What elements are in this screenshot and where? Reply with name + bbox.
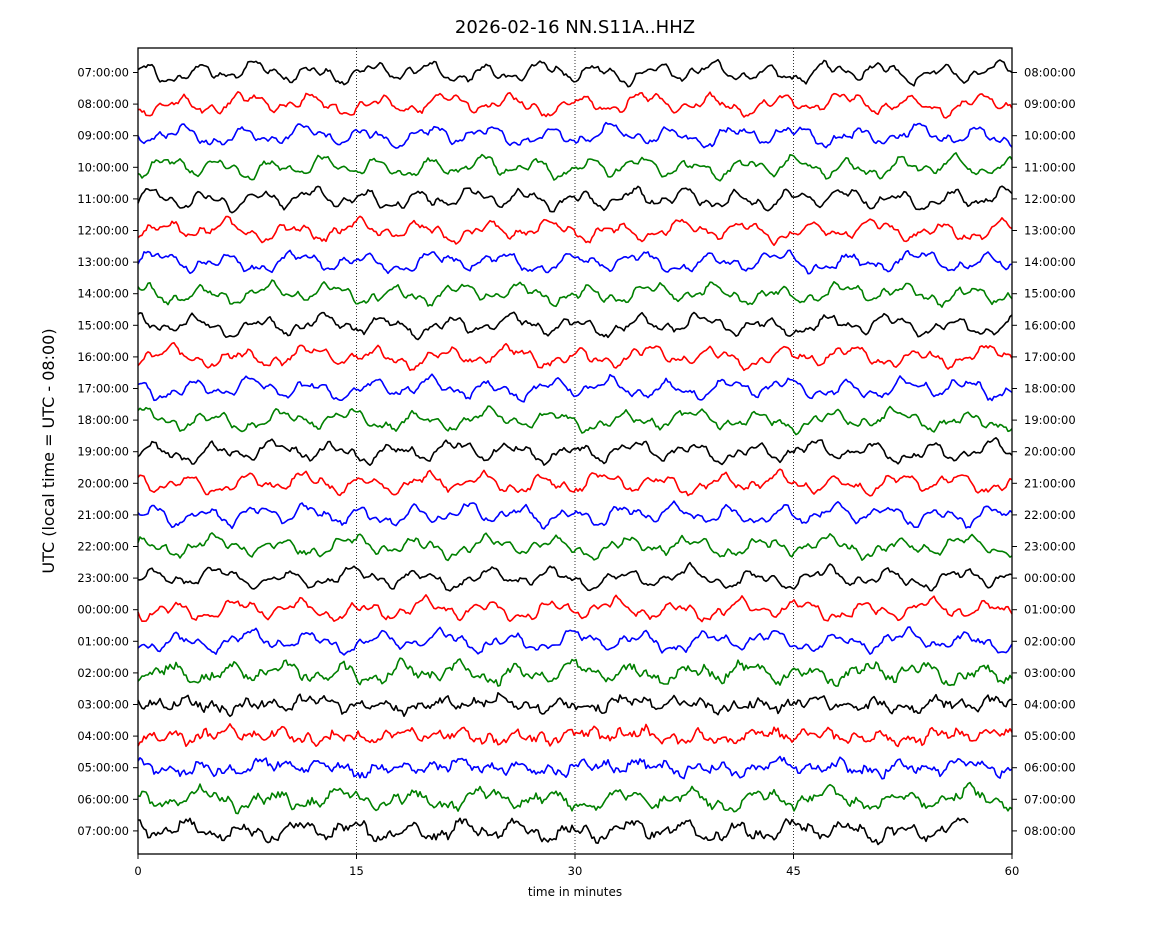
trace-23 <box>137 781 1013 815</box>
left-tick-label-4: 11:00:00 <box>77 192 129 206</box>
right-tick-label-14: 22:00:00 <box>1024 508 1076 522</box>
left-tick-label-17: 00:00:00 <box>77 603 129 617</box>
left-tick-label-6: 13:00:00 <box>77 255 129 269</box>
trace-7 <box>137 279 1013 308</box>
left-tick-label-11: 18:00:00 <box>77 413 129 427</box>
trace-24 <box>137 817 969 846</box>
right-tick-label-12: 20:00:00 <box>1024 445 1076 459</box>
right-tick-label-0: 08:00:00 <box>1024 66 1076 80</box>
trace-group <box>137 58 1013 846</box>
trace-1 <box>137 91 1013 119</box>
y-axis-label: UTC (local time = UTC - 08:00) <box>39 328 58 573</box>
right-tick-label-24: 08:00:00 <box>1024 824 1076 838</box>
trace-22 <box>137 755 1013 780</box>
right-tick-label-21: 05:00:00 <box>1024 729 1076 743</box>
right-tick-label-11: 19:00:00 <box>1024 413 1076 427</box>
trace-6 <box>137 249 1013 275</box>
trace-16 <box>137 561 1013 592</box>
right-tick-label-16: 00:00:00 <box>1024 571 1076 585</box>
x-tick-label-3: 45 <box>786 864 801 878</box>
trace-4 <box>137 185 1013 214</box>
trace-19 <box>137 657 1013 687</box>
left-tick-label-10: 17:00:00 <box>77 382 129 396</box>
left-tick-label-15: 22:00:00 <box>77 540 129 554</box>
right-tick-label-9: 17:00:00 <box>1024 350 1076 364</box>
trace-11 <box>137 405 1013 436</box>
trace-17 <box>137 594 1013 623</box>
chart-title: 2026-02-16 NN.S11A..HHZ <box>455 17 695 38</box>
right-tick-label-2: 10:00:00 <box>1024 129 1076 143</box>
left-tick-label-20: 03:00:00 <box>77 698 129 712</box>
right-tick-label-10: 18:00:00 <box>1024 382 1076 396</box>
x-axis-label: time in minutes <box>528 885 622 899</box>
right-tick-label-8: 16:00:00 <box>1024 318 1076 332</box>
right-tick-label-13: 21:00:00 <box>1024 476 1076 490</box>
left-tick-label-1: 08:00:00 <box>77 97 129 111</box>
x-tick-label-2: 30 <box>568 864 583 878</box>
left-tick-label-3: 10:00:00 <box>77 160 129 174</box>
left-tick-label-18: 01:00:00 <box>77 634 129 648</box>
trace-14 <box>137 500 1013 530</box>
trace-20 <box>137 691 1013 718</box>
trace-18 <box>137 626 1013 656</box>
trace-0 <box>137 58 1013 88</box>
x-axis-ticks: 0 15 30 45 60 <box>134 854 1019 878</box>
left-tick-label-0: 07:00:00 <box>77 66 129 80</box>
right-tick-label-19: 03:00:00 <box>1024 666 1076 680</box>
left-tick-label-24: 07:00:00 <box>77 824 129 838</box>
trace-8 <box>137 311 1013 341</box>
trace-12 <box>137 436 1013 467</box>
left-tick-label-5: 12:00:00 <box>77 224 129 238</box>
left-tick-label-8: 15:00:00 <box>77 318 129 332</box>
right-tick-label-18: 02:00:00 <box>1024 634 1076 648</box>
left-tick-label-13: 20:00:00 <box>77 476 129 490</box>
x-tick-label-0: 0 <box>134 864 141 878</box>
trace-10 <box>137 373 1013 403</box>
left-tick-label-19: 02:00:00 <box>77 666 129 680</box>
left-tick-label-22: 05:00:00 <box>77 761 129 775</box>
trace-13 <box>137 468 1013 497</box>
right-tick-label-23: 07:00:00 <box>1024 792 1076 806</box>
trace-5 <box>137 215 1013 247</box>
trace-3 <box>137 152 1013 182</box>
right-tick-label-4: 12:00:00 <box>1024 192 1076 206</box>
left-tick-label-2: 09:00:00 <box>77 129 129 143</box>
trace-2 <box>137 121 1013 149</box>
trace-15 <box>137 532 1013 562</box>
left-tick-label-23: 06:00:00 <box>77 792 129 806</box>
vertical-gridlines <box>356 48 794 854</box>
right-tick-label-20: 04:00:00 <box>1024 698 1076 712</box>
left-tick-label-12: 19:00:00 <box>77 445 129 459</box>
left-tick-label-16: 23:00:00 <box>77 571 129 585</box>
right-tick-label-22: 06:00:00 <box>1024 761 1076 775</box>
right-tick-label-1: 09:00:00 <box>1024 97 1076 111</box>
right-tick-labels: 08:00:00 09:00:00 10:00:00 11:00:00 12:00:00… <box>1012 66 1076 838</box>
trace-21 <box>137 723 1013 748</box>
right-tick-label-3: 11:00:00 <box>1024 160 1076 174</box>
left-tick-label-9: 16:00:00 <box>77 350 129 364</box>
left-tick-label-14: 21:00:00 <box>77 508 129 522</box>
right-tick-label-5: 13:00:00 <box>1024 224 1076 238</box>
x-tick-label-4: 60 <box>1005 864 1020 878</box>
right-tick-label-17: 01:00:00 <box>1024 603 1076 617</box>
right-tick-label-6: 14:00:00 <box>1024 255 1076 269</box>
right-tick-label-15: 23:00:00 <box>1024 540 1076 554</box>
left-tick-label-7: 14:00:00 <box>77 287 129 301</box>
right-tick-label-7: 15:00:00 <box>1024 287 1076 301</box>
trace-9 <box>137 341 1013 372</box>
x-tick-label-1: 15 <box>349 864 364 878</box>
left-tick-labels: 07:00:00 08:00:00 09:00:00 10:00:00 11:00:00… <box>77 66 138 838</box>
left-tick-label-21: 04:00:00 <box>77 729 129 743</box>
